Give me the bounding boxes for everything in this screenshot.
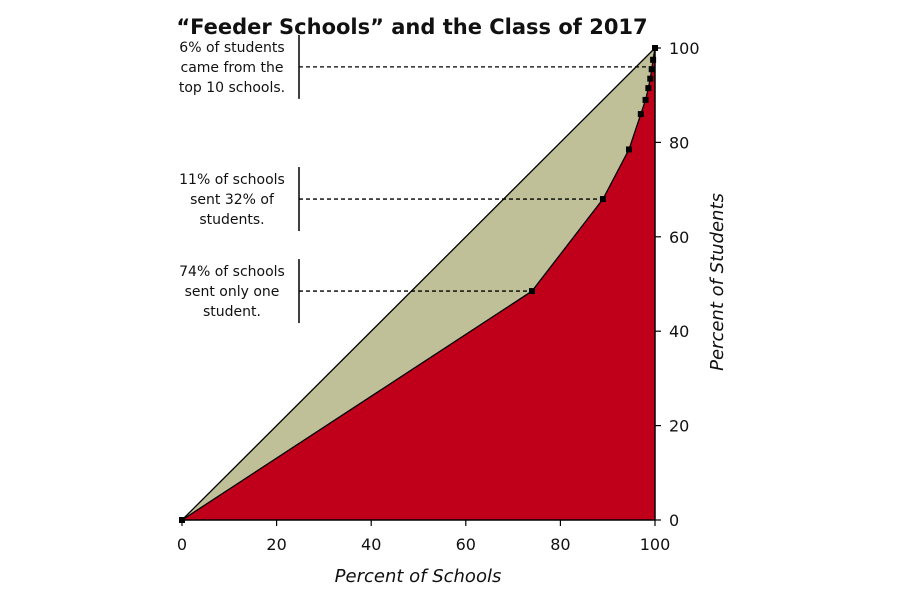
annotation-text: 6% of students	[179, 40, 284, 56]
data-point	[652, 45, 658, 51]
x-axis-label: Percent of Schools	[335, 566, 502, 587]
y-tick-label: 60	[669, 228, 689, 247]
x-tick-label: 0	[177, 535, 187, 554]
annotation-text: 74% of schools	[179, 264, 285, 280]
data-point	[648, 66, 655, 73]
annotation-text: 11% of schools	[179, 172, 285, 188]
data-point	[625, 146, 632, 153]
x-tick-label: 100	[640, 535, 671, 554]
annotation-text: sent only one	[185, 284, 280, 300]
annotation-text: came from the	[181, 60, 284, 76]
y-tick-label: 20	[669, 417, 689, 436]
equality-line	[181, 47, 656, 521]
annotation-text: top 10 schools.	[179, 80, 285, 96]
plot-area: 0 20 40 60 80 100 0 20 40 60 80 100 6% of students ca…	[177, 34, 700, 554]
x-tick-label: 20	[266, 535, 286, 554]
x-tick-label: 80	[550, 535, 570, 554]
data-point	[642, 96, 649, 103]
data-point	[645, 85, 652, 92]
y-tick-label: 100	[669, 39, 700, 58]
y-tick-label: 0	[669, 511, 679, 530]
annotation-text: students.	[199, 212, 264, 228]
y-tick-label: 80	[669, 133, 689, 152]
chart-title: “Feeder Schools” and the Class of 2017	[176, 15, 647, 39]
data-point	[179, 517, 185, 523]
x-tick-label: 60	[456, 535, 476, 554]
students-share-area	[182, 48, 655, 520]
x-tick-label: 40	[361, 535, 381, 554]
annotation-text: student.	[203, 304, 261, 320]
data-point	[650, 56, 657, 63]
data-point	[647, 75, 654, 82]
y-tick-label: 40	[669, 322, 689, 341]
annotation-text: sent 32% of	[190, 192, 275, 208]
y-axis-label: Percent of Students	[707, 193, 728, 371]
data-point	[637, 111, 644, 118]
